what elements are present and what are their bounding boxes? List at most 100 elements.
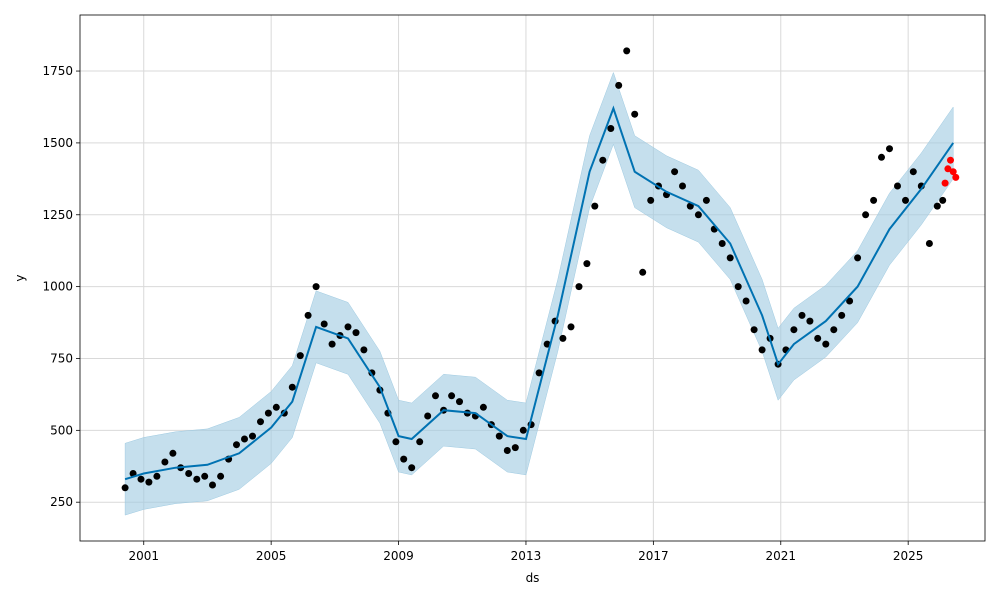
y-axis-label: y bbox=[13, 274, 27, 281]
x-tick-label: 2021 bbox=[765, 549, 796, 563]
observed-point bbox=[416, 438, 424, 446]
observed-point bbox=[169, 449, 177, 457]
y-tick-label: 250 bbox=[50, 495, 73, 509]
test-point bbox=[952, 173, 960, 181]
observed-point bbox=[137, 475, 145, 483]
y-tick-label: 750 bbox=[50, 351, 73, 365]
y-tick-label: 1500 bbox=[42, 136, 73, 150]
x-tick-label: 2005 bbox=[256, 549, 287, 563]
observed-point bbox=[639, 268, 647, 276]
observed-point bbox=[742, 297, 750, 305]
observed-point bbox=[838, 311, 846, 319]
observed-point bbox=[479, 403, 487, 411]
x-tick-label: 2017 bbox=[638, 549, 669, 563]
observed-point bbox=[257, 418, 264, 426]
observed-point bbox=[583, 260, 591, 268]
observed-point bbox=[902, 196, 909, 204]
observed-point bbox=[798, 311, 806, 319]
observed-point bbox=[862, 211, 870, 219]
observed-point bbox=[814, 334, 822, 342]
observed-point bbox=[886, 145, 893, 153]
observed-point bbox=[607, 125, 615, 132]
observed-point bbox=[121, 484, 129, 492]
observed-point bbox=[209, 481, 216, 489]
observed-point bbox=[217, 472, 225, 480]
observed-point bbox=[575, 283, 583, 291]
observed-point bbox=[241, 435, 248, 443]
observed-point bbox=[631, 110, 639, 118]
forecast-series bbox=[124, 105, 955, 481]
observed-point bbox=[432, 392, 439, 400]
observed-point bbox=[360, 346, 368, 354]
test-points bbox=[941, 156, 960, 187]
y-tick-label: 500 bbox=[50, 423, 73, 437]
observed-point bbox=[671, 168, 679, 176]
observed-point bbox=[878, 153, 885, 161]
observed-point bbox=[233, 441, 240, 449]
observed-point bbox=[201, 472, 209, 480]
observed-point bbox=[933, 202, 941, 210]
y-tick-label: 1250 bbox=[42, 208, 73, 222]
observed-point bbox=[854, 254, 862, 262]
x-axis-label: ds bbox=[526, 571, 540, 585]
observed-point bbox=[312, 283, 320, 291]
observed-point bbox=[734, 283, 742, 291]
test-point bbox=[944, 165, 952, 173]
observed-point bbox=[400, 455, 408, 463]
observed-point bbox=[870, 196, 878, 204]
observed-point bbox=[145, 478, 153, 486]
x-tick-label: 2009 bbox=[383, 549, 414, 563]
y-tick-label: 1750 bbox=[42, 64, 73, 78]
observed-point bbox=[535, 369, 543, 377]
x-tick-label: 2001 bbox=[128, 549, 159, 563]
test-point bbox=[949, 168, 957, 176]
observed-point bbox=[894, 182, 901, 190]
test-point bbox=[941, 179, 949, 187]
test-point bbox=[947, 156, 954, 164]
observed-point bbox=[726, 254, 734, 262]
observed-point bbox=[161, 458, 169, 466]
observed-point bbox=[750, 326, 758, 334]
observed-point bbox=[304, 311, 312, 319]
observed-point bbox=[296, 352, 304, 360]
observed-point bbox=[328, 340, 336, 348]
observed-point bbox=[846, 297, 854, 305]
forecast-line bbox=[124, 105, 955, 481]
observed-point bbox=[718, 240, 726, 247]
observed-point bbox=[599, 156, 607, 164]
y-tick-label: 1000 bbox=[42, 280, 73, 294]
observed-point bbox=[679, 182, 686, 190]
observed-point bbox=[408, 464, 416, 472]
observed-point bbox=[495, 432, 503, 440]
observed-point bbox=[352, 329, 360, 337]
observed-point bbox=[925, 240, 933, 247]
observed-point bbox=[344, 323, 352, 331]
observed-point bbox=[790, 326, 798, 334]
observed-point bbox=[320, 320, 328, 328]
x-tick-label: 2025 bbox=[893, 549, 924, 563]
observed-point bbox=[392, 438, 400, 446]
observed-point bbox=[153, 472, 161, 480]
observed-point bbox=[519, 426, 527, 434]
observed-point bbox=[822, 340, 830, 348]
observed-point bbox=[185, 470, 193, 477]
observed-point bbox=[193, 475, 201, 483]
observed-point bbox=[647, 196, 655, 204]
observed-point bbox=[939, 196, 947, 204]
grid bbox=[80, 15, 985, 541]
observed-point bbox=[249, 432, 256, 440]
observed-point bbox=[424, 412, 432, 420]
observed-point bbox=[264, 409, 272, 417]
observed-point bbox=[615, 81, 623, 89]
observed-point bbox=[559, 334, 567, 342]
observed-point bbox=[623, 47, 631, 55]
ticks: 2001 2005 2009 2013 2017 2021 2025 250 500 750 100… bbox=[42, 64, 923, 563]
observed-point bbox=[909, 168, 917, 176]
observed-point bbox=[702, 196, 710, 204]
observed-point bbox=[448, 392, 456, 400]
plot-area bbox=[79, 14, 986, 542]
observed-points bbox=[121, 47, 947, 492]
uncertainty-interval bbox=[124, 71, 954, 516]
observed-point bbox=[288, 383, 296, 391]
